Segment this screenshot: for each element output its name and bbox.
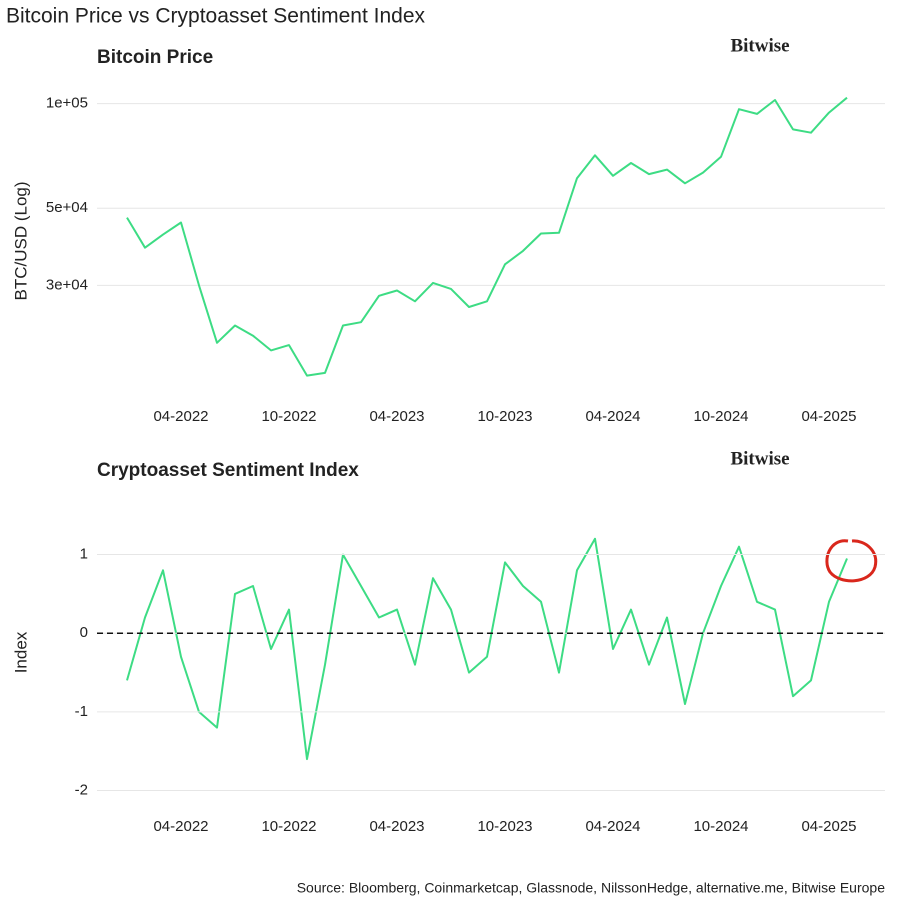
source-note: Source: Bloomberg, Coinmarketcap, Glassn… (297, 880, 886, 896)
highlight-circle (825, 539, 878, 583)
y-tick-label: -1 (75, 703, 88, 720)
x-tick-label: 10-2023 (477, 408, 532, 425)
y-axis-label: Index (11, 631, 30, 673)
x-tick-label: 10-2024 (693, 408, 748, 425)
x-tick-label: 04-2023 (369, 818, 424, 835)
y-tick-label: 0 (80, 624, 88, 641)
page-title: Bitcoin Price vs Cryptoasset Sentiment I… (6, 5, 426, 28)
x-tick-label: 10-2024 (693, 818, 748, 835)
y-axis-label: BTC/USD (Log) (11, 181, 30, 300)
y-tick-label: 5e+04 (46, 199, 88, 216)
x-tick-label: 04-2023 (369, 408, 424, 425)
x-tick-label: 04-2022 (153, 818, 208, 835)
data-line (126, 537, 848, 761)
x-tick-label: 04-2022 (153, 408, 208, 425)
panel-title: Cryptoasset Sentiment Index (97, 460, 359, 481)
y-tick-label: 1 (80, 546, 88, 563)
x-tick-label: 10-2023 (477, 818, 532, 835)
y-tick-label: -2 (75, 782, 88, 799)
x-tick-label: 04-2025 (801, 408, 856, 425)
x-tick-label: 04-2024 (585, 818, 640, 835)
data-line (126, 96, 848, 377)
x-tick-label: 10-2022 (261, 818, 316, 835)
x-tick-label: 04-2025 (801, 818, 856, 835)
brand-logo: Bitwise (730, 448, 789, 469)
brand-logo: Bitwise (730, 35, 789, 56)
panel-title: Bitcoin Price (97, 47, 213, 68)
y-tick-label: 3e+04 (46, 276, 88, 293)
y-tick-label: 1e+05 (46, 95, 88, 112)
x-tick-label: 04-2024 (585, 408, 640, 425)
x-tick-label: 10-2022 (261, 408, 316, 425)
